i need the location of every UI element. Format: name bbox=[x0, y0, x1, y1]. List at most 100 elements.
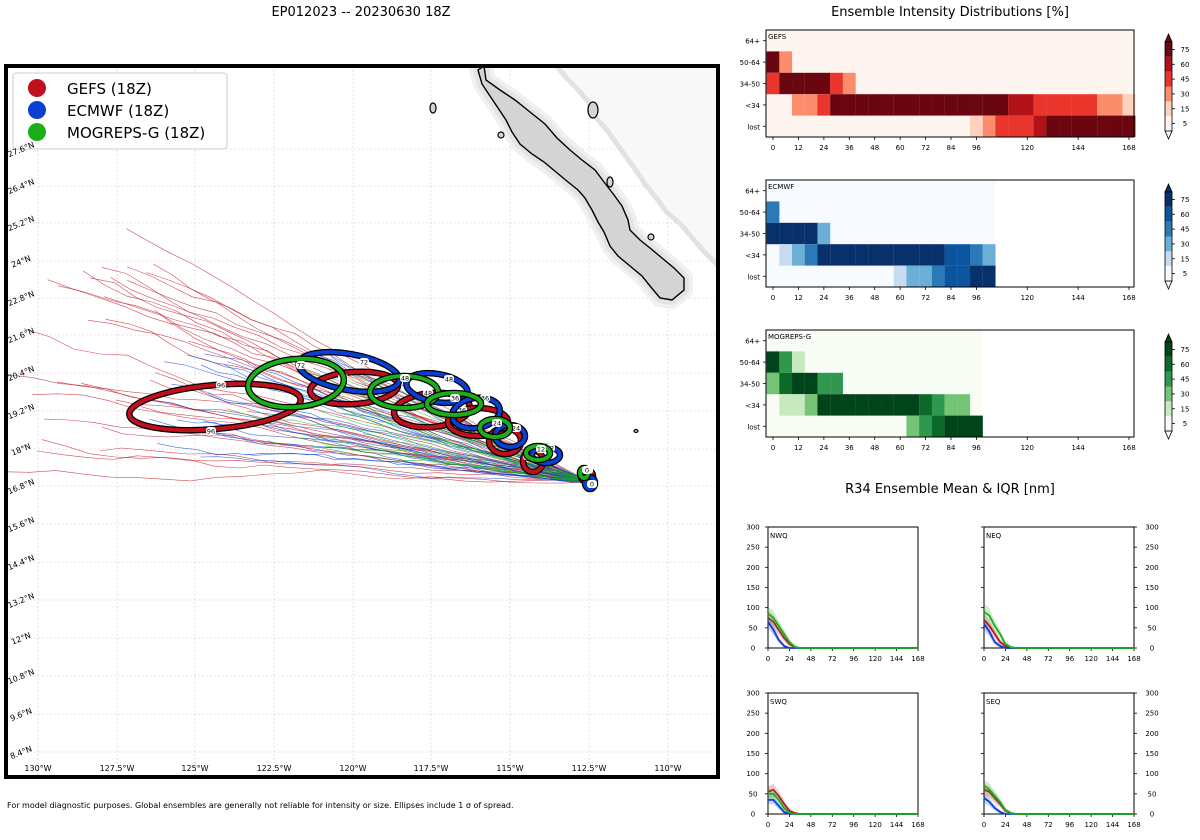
footnote: For model diagnostic purposes. Global en… bbox=[7, 801, 514, 810]
hour-label-bg bbox=[359, 358, 369, 366]
colorbar-label: 15 bbox=[1181, 105, 1190, 113]
y-tick-label: 250 bbox=[746, 710, 759, 718]
heatmap-cell bbox=[1071, 94, 1085, 116]
x-tick-label: 144 bbox=[890, 821, 904, 829]
ensemble-track bbox=[149, 418, 591, 483]
x-tick-label: 72 bbox=[828, 821, 837, 829]
x-tick-label: 48 bbox=[806, 655, 815, 663]
map-content: 9696724836241207248362412072483624120 bbox=[6, 66, 718, 777]
heatmap-gefs: GEFS 64+ 50-64 34-50 <34 lost 0 12 24 36 48 60 72 84 9… bbox=[740, 29, 1190, 152]
forecast-ellipse bbox=[244, 355, 348, 411]
heatmap-ecmwf: ECMWF 64+ 50-64 34-50 <34 lost 0 12 24 36 48 60 72 84… bbox=[740, 179, 1190, 302]
forecast-hour-label: 48 bbox=[445, 376, 453, 384]
heatmap-y-label: lost bbox=[747, 273, 760, 281]
x-tick-label: 0 bbox=[766, 655, 770, 663]
heatmap-cell bbox=[766, 351, 780, 373]
heatmap-cell bbox=[792, 394, 805, 416]
panel-frame bbox=[983, 692, 1135, 815]
y-tick-label: 300 bbox=[746, 690, 759, 698]
x-tick-label: 24 bbox=[1001, 655, 1010, 663]
colorbar-segment bbox=[1165, 342, 1172, 357]
heatmap-x-label: 36 bbox=[845, 444, 854, 452]
heatmap-model-label: GEFS bbox=[768, 33, 787, 41]
legend-marker bbox=[28, 101, 46, 119]
heatmap-cell bbox=[830, 72, 843, 95]
heatmap-cell bbox=[792, 72, 805, 95]
heatmap-y-label: 34-50 bbox=[740, 81, 760, 89]
colorbar-segment bbox=[1165, 192, 1172, 207]
heatmap-x-label: 96 bbox=[972, 144, 981, 152]
x-tick-label: 168 bbox=[911, 821, 924, 829]
heatmap-cell bbox=[1008, 115, 1021, 137]
y-tick-label: 150 bbox=[1145, 584, 1158, 592]
heatmap-cell bbox=[944, 394, 958, 416]
legend-label: ECMWF (18Z) bbox=[67, 102, 169, 120]
hour-label-bg bbox=[536, 445, 546, 453]
panel-frame bbox=[767, 692, 919, 815]
x-tick-label: 96 bbox=[849, 655, 858, 663]
forecast-ellipse bbox=[126, 380, 304, 434]
heatmap-y-label: 34-50 bbox=[740, 231, 760, 239]
colorbar-segment bbox=[1165, 371, 1172, 387]
ensemble-track bbox=[325, 445, 591, 483]
heatmap-cell bbox=[817, 222, 831, 245]
heatmap-cell bbox=[919, 94, 932, 116]
x-tick-label: 0 bbox=[982, 655, 986, 663]
y-tick-label: 300 bbox=[1145, 690, 1158, 698]
heatmap-cell bbox=[868, 94, 882, 116]
x-tick-label: 0 bbox=[766, 821, 770, 829]
heatmap-y-label: <34 bbox=[745, 102, 760, 110]
heatmap-cell bbox=[906, 94, 920, 116]
r34-panel-swq: SWQ 0 50 100 150 200 250 300 0 24 48 72 96 120 144 168 bbox=[746, 690, 924, 830]
heatmap-x-label: 72 bbox=[921, 294, 930, 302]
forecast-hour-label: 48 bbox=[401, 375, 409, 383]
island bbox=[497, 131, 505, 139]
heatmap-x-label: 120 bbox=[1021, 444, 1034, 452]
x-tick-label: 48 bbox=[1022, 655, 1031, 663]
heatmap-cell bbox=[982, 244, 996, 266]
colorbar-segment bbox=[1165, 101, 1172, 117]
legend-box bbox=[12, 72, 228, 150]
forecast-hour-label: 12 bbox=[537, 446, 545, 454]
y-tick-label: 0 bbox=[1150, 811, 1154, 819]
forecast-hour-label: 36 bbox=[451, 395, 459, 403]
hour-label-bg bbox=[400, 374, 410, 382]
heatmap-cell bbox=[804, 244, 818, 266]
x-tick-label: 120 bbox=[1084, 821, 1097, 829]
hour-label-bg bbox=[296, 361, 306, 369]
colorbar-label: 45 bbox=[1181, 376, 1190, 384]
colorbar-segment bbox=[1165, 206, 1172, 222]
heatmap-y-label: 64+ bbox=[745, 38, 760, 46]
y-tick-label: 50 bbox=[749, 790, 758, 798]
colorbar-frame bbox=[1164, 341, 1173, 432]
heatmap-cell bbox=[906, 265, 920, 287]
colorbar-segment bbox=[1165, 356, 1172, 372]
forecast-hour-label: 0 bbox=[585, 467, 589, 475]
heatmap-cell bbox=[855, 244, 869, 266]
heatmap-cell bbox=[982, 265, 996, 287]
hour-label-bg bbox=[206, 427, 216, 435]
x-tick-label: 96 bbox=[1065, 821, 1074, 829]
map-legend: GEFS (18Z) ECMWF (18Z) MOGREPS-G (18Z) bbox=[12, 72, 228, 150]
x-tick-label: 120 bbox=[1084, 655, 1097, 663]
forecast-hour-label: 24 bbox=[493, 420, 501, 428]
heatmap-model-label: ECMWF bbox=[768, 183, 794, 191]
heatmap-x-label: 36 bbox=[845, 144, 854, 152]
heatmap-cell bbox=[919, 244, 932, 266]
heatmap-mogreps-g: MOGREPS-G 64+ 50-64 34-50 <34 lost 0 12 24 36 48 60… bbox=[740, 329, 1190, 452]
colorbar-extend-top bbox=[1164, 333, 1173, 343]
heatmap-cell bbox=[779, 394, 793, 416]
heatmap-cell bbox=[817, 94, 831, 116]
panel-frame bbox=[767, 526, 919, 649]
colorbar-label: 75 bbox=[1181, 196, 1190, 204]
colorbar-label: 75 bbox=[1181, 46, 1190, 54]
iqr-band-ecmwf bbox=[768, 795, 918, 814]
hour-label-bg bbox=[587, 480, 597, 488]
heatmap-cell bbox=[919, 415, 932, 437]
map-background bbox=[6, 66, 718, 777]
heatmap-cell bbox=[919, 265, 932, 287]
heatmap-cell bbox=[1020, 94, 1034, 116]
heatmap-cell bbox=[817, 372, 831, 395]
heatmap-x-label: 144 bbox=[1071, 444, 1085, 452]
ellipse-ring bbox=[127, 381, 303, 433]
